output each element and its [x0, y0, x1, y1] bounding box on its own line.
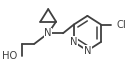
Text: HO: HO [2, 51, 17, 61]
Text: N: N [84, 46, 91, 56]
Text: N: N [70, 37, 78, 47]
Text: N: N [45, 28, 52, 38]
Text: Cl: Cl [117, 20, 126, 30]
